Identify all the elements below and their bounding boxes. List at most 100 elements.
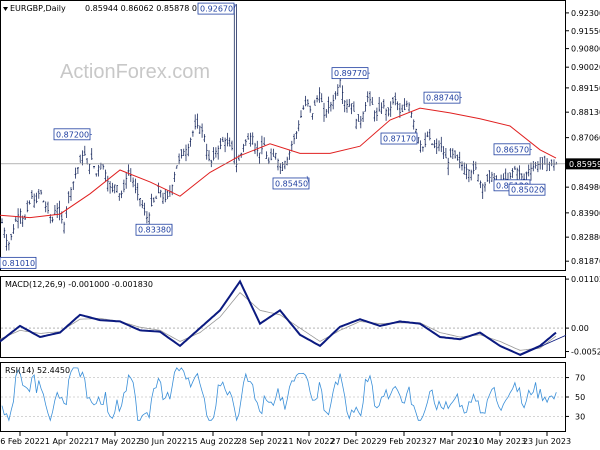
price-bar	[352, 101, 355, 112]
price-bar	[90, 148, 93, 160]
price-bar	[355, 118, 358, 130]
price-bar	[369, 91, 371, 107]
price-bar	[419, 140, 422, 153]
dropdown-triangle-icon	[3, 7, 8, 11]
price-bar	[113, 184, 116, 194]
price-bar	[102, 164, 105, 170]
price-bar	[431, 143, 434, 146]
price-bar	[191, 130, 194, 137]
price-bar	[274, 152, 277, 160]
price-bar	[403, 98, 406, 111]
price-bar	[511, 168, 514, 178]
price-bar	[242, 143, 245, 153]
price-bar	[490, 171, 493, 182]
price-bar	[323, 102, 325, 122]
price-annotation: 0.86570	[493, 143, 532, 156]
price-bar	[237, 154, 240, 161]
price-bar	[196, 113, 199, 129]
price-bar	[201, 123, 204, 138]
price-panel-border	[0, 0, 566, 271]
price-bar	[1, 218, 3, 224]
price-bar	[145, 211, 148, 224]
rsi-y-tick-label: 50	[575, 393, 585, 402]
price-bar	[187, 143, 190, 157]
price-bar	[320, 93, 323, 103]
price-bar	[175, 165, 178, 169]
price-bar	[35, 192, 38, 204]
price-bar	[81, 150, 84, 166]
price-annotation: 0.85020	[508, 183, 546, 196]
price-bar	[162, 192, 164, 204]
price-bar	[373, 110, 376, 122]
price-bar	[120, 190, 123, 199]
x-tick-label: 10 May 2023	[474, 437, 526, 446]
macd-line	[0, 279, 557, 356]
price-bar	[343, 100, 346, 113]
price-bar	[451, 148, 454, 160]
rsi-y-tick-label: 30	[575, 412, 585, 421]
price-bar	[463, 162, 466, 175]
price-bar	[111, 182, 114, 193]
price-bar	[525, 171, 528, 180]
price-bar	[408, 102, 411, 112]
price-bar	[141, 199, 144, 209]
price-bar	[83, 145, 86, 156]
price-bar	[10, 233, 13, 241]
price-bar	[362, 111, 365, 123]
price-bar	[212, 147, 215, 161]
price-bar	[479, 180, 482, 189]
price-bar	[366, 91, 369, 103]
price-bar	[37, 189, 40, 199]
price-bar	[214, 147, 217, 158]
price-bar	[424, 132, 427, 148]
price-bar	[295, 131, 298, 139]
price-bar	[208, 150, 210, 162]
price-bar	[72, 181, 75, 190]
svg-text:0.87200: 0.87200	[56, 130, 89, 139]
price-bar	[189, 137, 192, 147]
price-bar	[74, 167, 77, 179]
macd-y-tick-label: -0.005267	[571, 348, 600, 357]
price-bar	[249, 132, 252, 147]
price-bar	[392, 96, 394, 105]
price-bar	[88, 163, 91, 175]
price-bar	[410, 111, 413, 118]
price-bar	[143, 202, 146, 216]
price-bar	[398, 102, 401, 118]
price-bar	[247, 133, 250, 140]
price-bar	[166, 190, 169, 200]
price-bar	[7, 241, 10, 251]
price-bar	[28, 200, 31, 205]
price-bar	[279, 163, 282, 175]
price-bar	[350, 103, 353, 115]
price-bar	[97, 164, 100, 177]
price-bar	[95, 173, 98, 177]
price-bar	[53, 205, 56, 216]
price-bar	[486, 173, 489, 182]
price-bar	[438, 140, 440, 152]
price-bar	[251, 132, 254, 145]
price-bar	[309, 105, 312, 113]
price-bar	[219, 138, 222, 150]
x-tick-label: 27 Dec 2022	[330, 437, 381, 446]
price-bar	[509, 172, 512, 179]
price-bar	[104, 169, 107, 182]
price-bar	[178, 153, 181, 165]
price-bar	[327, 96, 330, 114]
price-annotation: 0.89770	[331, 67, 370, 80]
price-bar	[465, 163, 468, 180]
price-bar	[458, 151, 461, 169]
price-bar	[527, 164, 530, 177]
price-bar	[221, 136, 224, 142]
price-bar	[173, 171, 176, 182]
price-bar	[148, 212, 151, 225]
price-bar	[332, 94, 335, 110]
price-bar	[226, 132, 229, 147]
price-bar	[513, 165, 516, 171]
price-annotation: 0.83380	[135, 223, 173, 236]
price-bar	[283, 160, 286, 170]
svg-text:0.89770: 0.89770	[334, 69, 367, 78]
